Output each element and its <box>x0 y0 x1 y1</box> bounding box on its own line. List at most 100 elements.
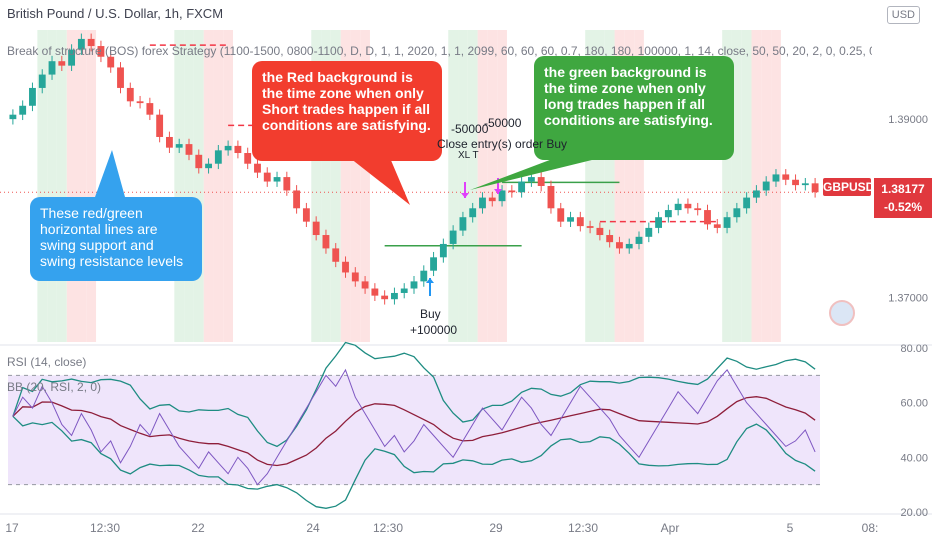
candle-body-59 <box>586 226 594 228</box>
sell-qty-1: -50000 <box>451 122 489 136</box>
candle-49 <box>488 192 496 207</box>
candle-59 <box>586 220 594 234</box>
candle-18 <box>185 138 193 161</box>
bb-lower <box>12 415 816 509</box>
currency-button[interactable]: USD <box>886 6 920 24</box>
candle-body-32 <box>322 235 330 249</box>
last-price-tag: 1.38177 -0.52% <box>874 178 932 218</box>
candle-15 <box>156 109 164 143</box>
candle-body-5 <box>58 61 66 66</box>
candle-48 <box>479 192 486 214</box>
candle-40 <box>400 283 408 299</box>
candle-body-33 <box>332 248 340 262</box>
red-zone-2 <box>86 30 97 342</box>
candle-body-3 <box>38 74 46 88</box>
candle-body-72 <box>713 224 721 228</box>
candle-body-51 <box>508 190 516 193</box>
candle-body-16 <box>165 136 173 148</box>
candle-26 <box>263 167 271 187</box>
candle-22 <box>224 140 232 156</box>
green-zone-4 <box>184 30 194 342</box>
candle-body-60 <box>596 227 604 236</box>
rsi-tick-1: 60.00 <box>900 398 928 410</box>
candle-60 <box>596 222 604 241</box>
candle-body-62 <box>616 242 623 249</box>
candle-body-65 <box>645 227 653 237</box>
strategy-label[interactable]: Break of structure (BOS) forex Strategy … <box>7 44 872 58</box>
candle-body-47 <box>469 208 477 218</box>
candle-body-15 <box>156 114 164 137</box>
price-series <box>9 33 819 305</box>
candle-7 <box>77 33 85 55</box>
price-tick-3: 1.37000 <box>888 292 928 304</box>
green-zone-16 <box>731 30 742 342</box>
candle-3 <box>38 69 46 94</box>
candle-57 <box>567 211 574 228</box>
candle-31 <box>312 216 320 241</box>
x-tick-4: 12:30 <box>373 521 403 535</box>
green-zone-2 <box>56 30 67 342</box>
candle-body-49 <box>488 197 496 202</box>
close-label: Close entry(s) order Buy <box>437 137 568 151</box>
candle-33 <box>332 243 340 268</box>
flag-icon[interactable] <box>829 300 855 326</box>
rsi-tick-2: 40.00 <box>900 452 928 464</box>
candle-35 <box>351 267 359 287</box>
candle-42 <box>420 265 428 287</box>
candle-30 <box>302 202 310 228</box>
callout-red-pointer <box>350 158 410 205</box>
chart-title: British Pound / U.S. Dollar, 1h, FXCM <box>7 6 224 21</box>
candle-body-2 <box>29 87 36 106</box>
candle-body-29 <box>293 190 301 209</box>
x-tick-6: 12:30 <box>568 521 598 535</box>
candle-28 <box>283 171 291 196</box>
x-tick-9: 08: <box>862 521 879 535</box>
candle-body-25 <box>254 163 261 173</box>
red-zone-13 <box>624 30 635 342</box>
candle-body-4 <box>48 61 56 75</box>
x-tick-7: Apr <box>661 521 680 535</box>
candle-body-68 <box>674 203 682 211</box>
candle-41 <box>410 276 418 294</box>
candle-46 <box>459 211 467 236</box>
callout-green-pointer <box>470 158 600 190</box>
candle-body-54 <box>537 177 545 186</box>
red-zone-5 <box>223 30 234 342</box>
green-zone-6 <box>311 30 322 342</box>
candle-37 <box>371 283 379 301</box>
candle-34 <box>342 256 349 278</box>
candle-0 <box>9 109 17 125</box>
candle-23 <box>234 140 242 159</box>
candle-body-44 <box>439 243 447 258</box>
callout-blue-pointer <box>95 150 125 197</box>
candle-27 <box>273 171 281 187</box>
candle-body-10 <box>107 56 115 68</box>
rsi-label[interactable]: RSI (14, close) <box>7 355 87 369</box>
candle-body-77 <box>762 181 770 191</box>
candle-body-46 <box>459 217 467 231</box>
last-price: 1.38177 <box>881 182 925 196</box>
bb-label[interactable]: BB (20, RSI, 2, 0) <box>7 380 102 394</box>
red-zone-12 <box>614 30 625 342</box>
candle-72 <box>713 218 721 234</box>
candle-body-57 <box>567 217 574 222</box>
candle-68 <box>674 198 682 216</box>
candle-body-28 <box>283 177 291 191</box>
candle-36 <box>361 276 369 294</box>
candle-body-69 <box>684 203 692 209</box>
green-zone-0 <box>37 30 48 342</box>
candle-81 <box>801 177 809 191</box>
candle-12 <box>126 82 134 107</box>
green-zone-10 <box>458 30 468 342</box>
candle-body-8 <box>87 38 95 47</box>
candle-20 <box>205 158 212 174</box>
candle-body-34 <box>342 261 349 273</box>
candle-65 <box>645 222 653 243</box>
candle-body-11 <box>117 67 124 88</box>
candle-body-7 <box>77 38 85 50</box>
green-zone-3 <box>174 30 185 342</box>
candle-body-78 <box>772 174 780 182</box>
candle-body-26 <box>263 172 271 182</box>
candle-76 <box>752 185 760 203</box>
candle-50 <box>498 185 506 207</box>
